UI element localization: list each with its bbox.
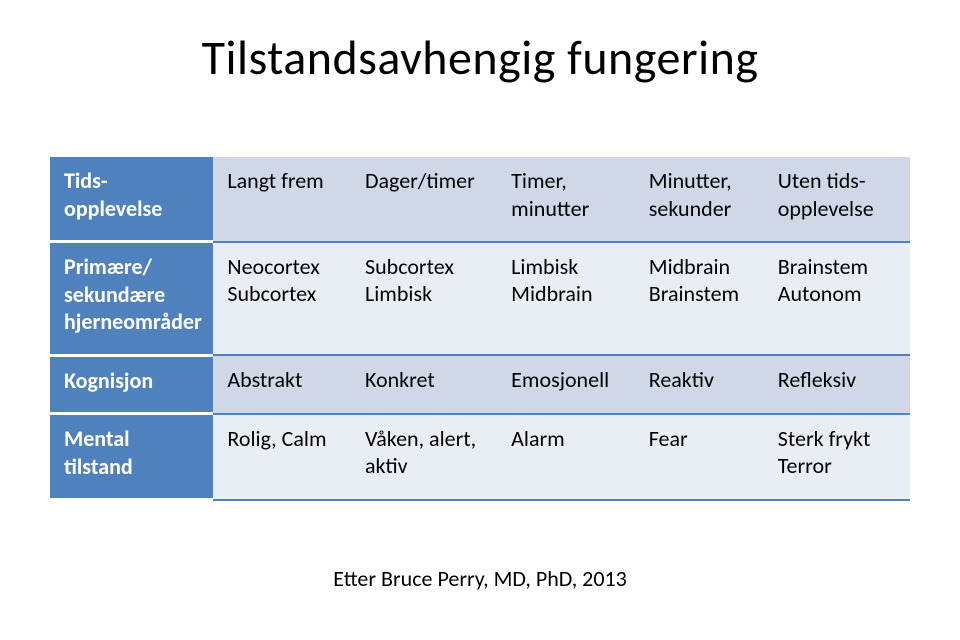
cell: Timer, minutter bbox=[497, 157, 635, 242]
cell: Uten tids-opplevelse bbox=[764, 157, 910, 242]
cell: Limbisk Midbrain bbox=[497, 242, 635, 356]
cell: Emosjonell bbox=[497, 355, 635, 414]
cell: Refleksiv bbox=[764, 355, 910, 414]
cell: Abstrakt bbox=[213, 355, 351, 414]
cell: Reaktiv bbox=[635, 355, 764, 414]
cell: Subcortex Limbisk bbox=[351, 242, 497, 356]
row-header: Tids-opplevelse bbox=[50, 157, 213, 242]
row-header: Kognisjon bbox=[50, 355, 213, 414]
cell: Minutter, sekunder bbox=[635, 157, 764, 242]
row-header: Primære/ sekundære hjerneområder bbox=[50, 242, 213, 356]
row-header: Mental tilstand bbox=[50, 414, 213, 500]
cell: Rolig, Calm bbox=[213, 414, 351, 500]
cell: Sterk frykt Terror bbox=[764, 414, 910, 500]
cell: Alarm bbox=[497, 414, 635, 500]
table-row: Mental tilstand Rolig, Calm Våken, alert… bbox=[50, 414, 910, 500]
attribution: Etter Bruce Perry, MD, PhD, 2013 bbox=[0, 565, 960, 592]
table-row: Primære/ sekundære hjerneområder Neocort… bbox=[50, 242, 910, 356]
cell: Dager/timer bbox=[351, 157, 497, 242]
cell: Våken, alert, aktiv bbox=[351, 414, 497, 500]
cell: Langt frem bbox=[213, 157, 351, 242]
cell: Konkret bbox=[351, 355, 497, 414]
cell: Brainstem Autonom bbox=[764, 242, 910, 356]
state-table: Tids-opplevelse Langt frem Dager/timer T… bbox=[50, 157, 910, 501]
page-title: Tilstandsavhengig fungering bbox=[50, 28, 910, 87]
cell: Midbrain Brainstem bbox=[635, 242, 764, 356]
slide: Tilstandsavhengig fungering Tids-oppleve… bbox=[0, 0, 960, 640]
table-row: Kognisjon Abstrakt Konkret Emosjonell Re… bbox=[50, 355, 910, 414]
cell: Neocortex Subcortex bbox=[213, 242, 351, 356]
table-row: Tids-opplevelse Langt frem Dager/timer T… bbox=[50, 157, 910, 242]
cell: Fear bbox=[635, 414, 764, 500]
